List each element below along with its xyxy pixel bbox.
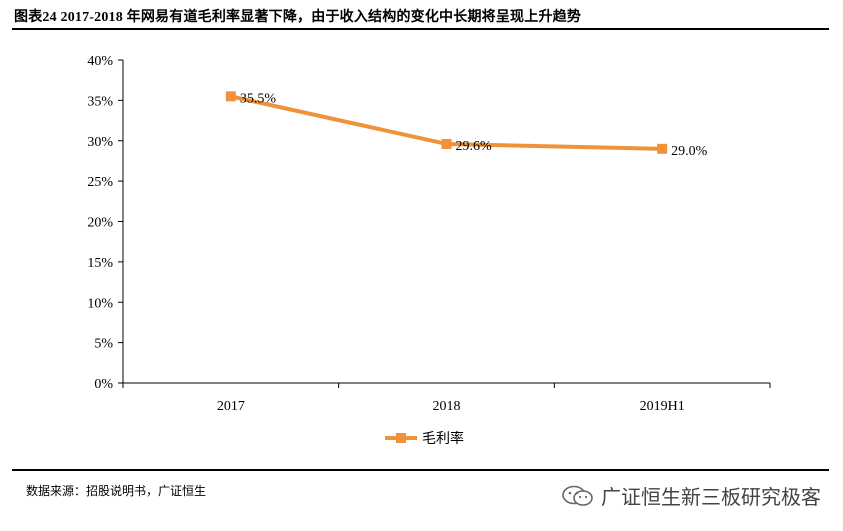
y-tick-label: 20% (87, 216, 113, 231)
series-layer: 35.5% 29.6% 29.0% (225, 91, 708, 159)
x-tick-label: 2018 (433, 399, 461, 414)
data-label: 29.0% (671, 144, 708, 159)
legend-marker (396, 433, 406, 443)
y-tick-label: 25% (87, 175, 113, 190)
legend: 毛利率 (385, 430, 464, 447)
y-tick-label: 0% (94, 377, 113, 392)
bottom-rule (12, 469, 829, 471)
data-point-marker (225, 91, 236, 102)
wechat-icon (562, 485, 593, 506)
data-point-marker (441, 138, 452, 149)
data-label: 35.5% (240, 91, 276, 106)
y-tick-label: 10% (87, 296, 113, 311)
x-tick-label: 2019H1 (640, 399, 685, 414)
y-tick-label: 15% (87, 256, 113, 271)
figure-title: 图表24 2017-2018 年网易有道毛利率显著下降，由于收入结构的变化中长期… (14, 10, 582, 25)
watermark: 广证恒生新三板研究极客 (561, 481, 821, 510)
top-rule (12, 28, 829, 30)
y-tick-label: 40% (87, 54, 113, 69)
legend-label: 毛利率 (422, 430, 464, 447)
data-label: 29.6% (456, 139, 493, 154)
x-tick-label: 2017 (217, 399, 245, 414)
gross-margin-line-chart: 0% 5% 10% 15% 20% 25% 30% 35% 40% 2017 2018 2019H1… (87, 54, 771, 447)
y-axis-ticks: 0% 5% 10% 15% 20% 25% 30% 35% 40% (87, 54, 123, 392)
x-axis-ticks: 2017 2018 2019H1 (122, 383, 771, 414)
chart-axes (122, 60, 770, 384)
watermark-text: 广证恒生新三板研究极客 (601, 487, 821, 509)
y-tick-label: 35% (87, 94, 113, 109)
data-point-marker (657, 143, 668, 154)
y-tick-label: 5% (94, 337, 113, 352)
y-tick-label: 30% (87, 135, 113, 150)
source-note: 数据来源：招股说明书，广证恒生 (26, 484, 207, 498)
